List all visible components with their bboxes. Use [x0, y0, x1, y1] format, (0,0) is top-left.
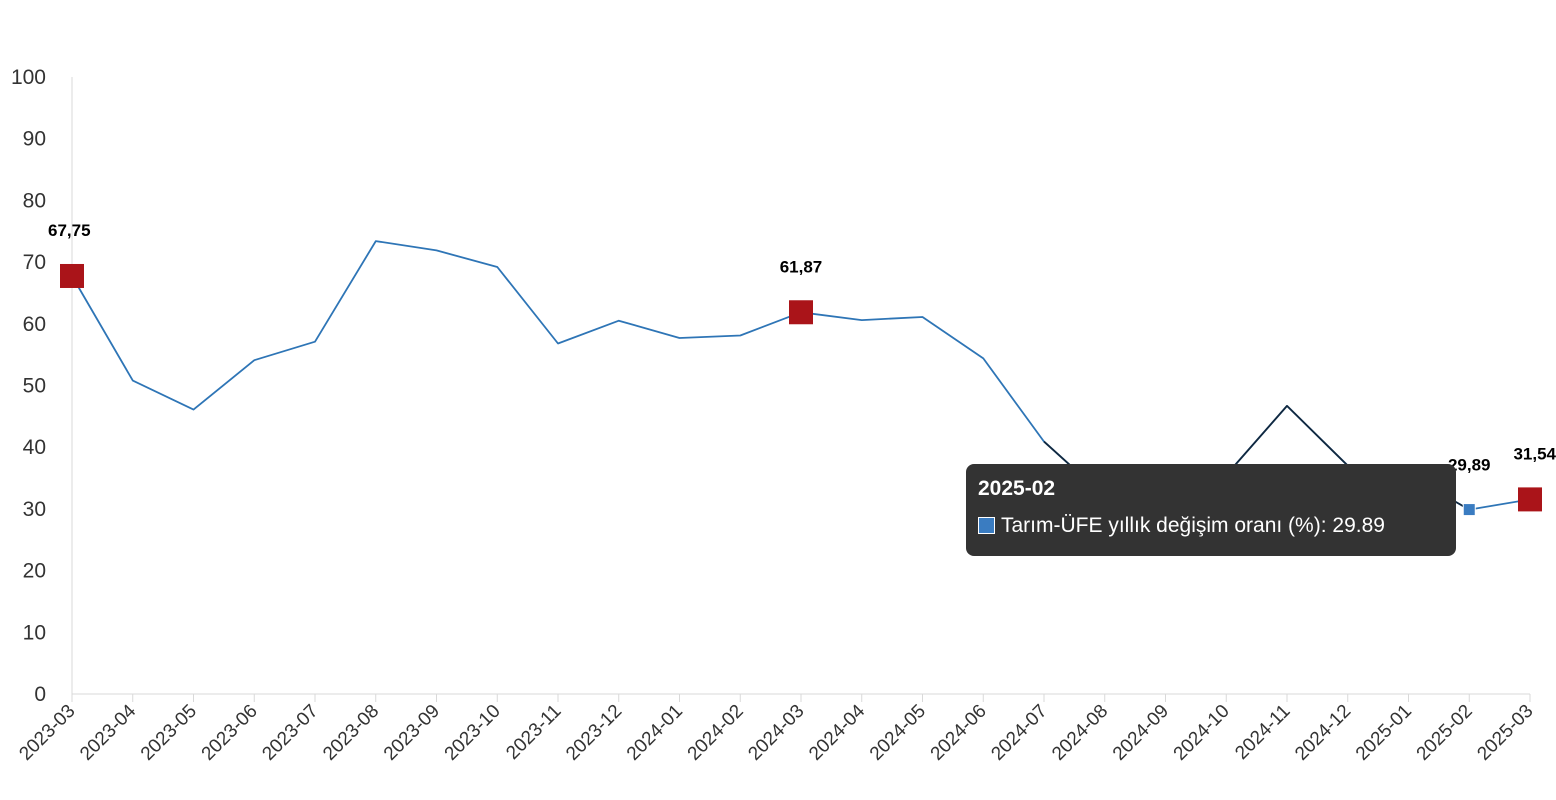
y-tick-label: 10: [23, 621, 46, 644]
y-axis: 0 10 20 30 40 50 60 70 80 90 100: [11, 66, 73, 706]
data-label: 29,89: [1448, 456, 1491, 475]
highlight-marker: [789, 300, 813, 325]
y-tick-label: 0: [34, 683, 46, 706]
y-tick-label: 50: [23, 375, 46, 398]
tooltip-title: 2025-02: [978, 477, 1056, 500]
x-tick-label: 2024-03: [744, 701, 808, 765]
y-tick-label: 70: [23, 251, 46, 274]
x-tick-label: 2024-07: [987, 701, 1051, 765]
x-axis: 2023-032023-042023-052023-062023-072023-…: [15, 693, 1538, 765]
y-tick-label: 80: [23, 189, 46, 212]
x-tick-label: 2023-09: [380, 701, 444, 765]
data-label: 61,87: [780, 257, 823, 276]
x-tick-label: 2023-06: [198, 701, 262, 765]
x-tick-label: 2023-03: [15, 701, 79, 765]
x-tick-label: 2025-03: [1473, 701, 1537, 765]
data-label: 67,75: [48, 221, 91, 240]
x-tick-label: 2025-01: [1352, 701, 1416, 765]
highlight-marker: [1518, 487, 1542, 512]
x-tick-label: 2024-09: [1109, 701, 1173, 765]
highlight-marker: [60, 263, 84, 288]
x-tick-label: 2024-06: [927, 701, 991, 765]
data-label: 31,54: [1513, 444, 1556, 463]
x-tick-label: 2023-10: [441, 701, 505, 765]
y-tick-label: 40: [23, 436, 46, 459]
x-tick-label: 2023-12: [562, 701, 626, 765]
data-labels: 67,75 61,87 29,89 31,54: [48, 221, 1556, 517]
x-tick-label: 2025-02: [1413, 701, 1477, 765]
x-tick-label: 2024-05: [866, 701, 930, 765]
x-tick-label: 2024-11: [1231, 701, 1294, 764]
y-tick-label: 60: [23, 313, 46, 336]
tooltip: 2025-02 Tarım-ÜFE yıllık değişim oranı (…: [966, 464, 1456, 556]
x-tick-label: 2024-04: [805, 700, 869, 764]
x-tick-label: 2024-08: [1048, 701, 1112, 765]
tooltip-row: Tarım-ÜFE yıllık değişim oranı (%): 29.8…: [978, 513, 1444, 539]
x-tick-label: 2024-12: [1291, 701, 1355, 765]
tooltip-text: Tarım-ÜFE yıllık değişim oranı (%): 29.8…: [1001, 514, 1385, 537]
x-tick-label: 2023-04: [76, 700, 140, 764]
x-tick-label: 2024-10: [1170, 701, 1234, 765]
highlight-marker: [1462, 503, 1476, 517]
tooltip-series-swatch: [978, 517, 995, 534]
y-tick-label: 30: [23, 498, 46, 521]
x-tick-label: 2023-08: [319, 701, 383, 765]
x-tick-label: 2024-02: [684, 701, 748, 765]
y-tick-label: 100: [11, 66, 46, 89]
x-tick-label: 2023-05: [137, 701, 201, 765]
y-tick-label: 90: [23, 128, 46, 151]
y-tick-label: 20: [23, 560, 46, 583]
x-tick-label: 2024-01: [623, 701, 687, 765]
x-tick-label: 2023-07: [258, 701, 322, 765]
x-tick-label: 2023-11: [502, 701, 565, 764]
